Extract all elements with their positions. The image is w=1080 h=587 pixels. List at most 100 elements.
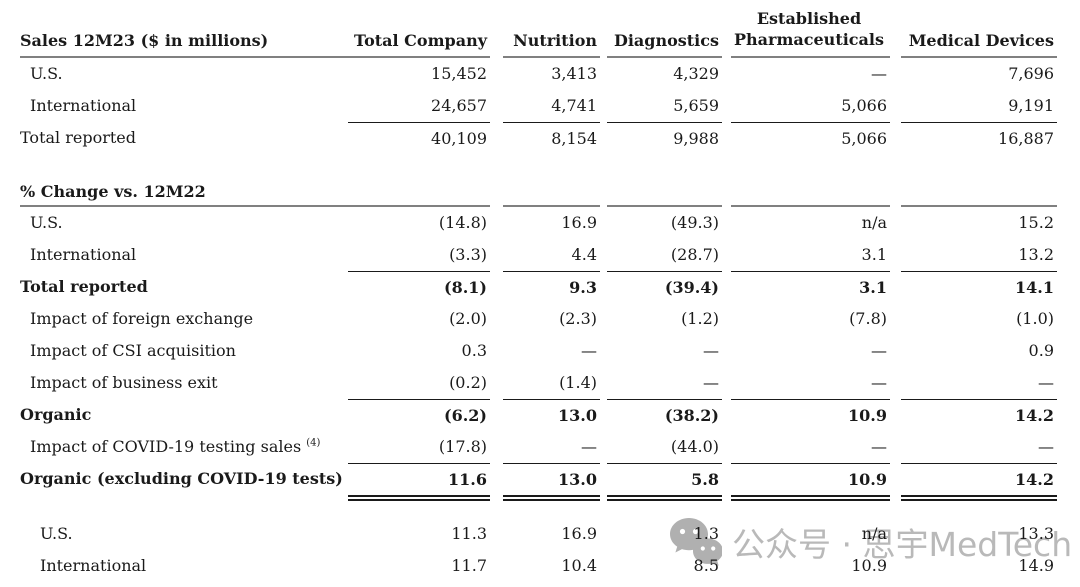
table-row: International 11.7 10.4 8.5 10.9 14.9 <box>20 550 1080 582</box>
wechat-icon <box>668 514 722 570</box>
row-label: Total reported <box>20 277 148 296</box>
value-cell: 15,452 <box>431 64 487 83</box>
value-cell: 7,696 <box>1008 64 1054 83</box>
value-cell: 10.4 <box>561 556 597 575</box>
rule-segment <box>731 495 890 501</box>
row-label: Organic (excluding COVID-19 tests) <box>20 469 343 488</box>
table-header-row: Sales 12M23 ($ in millions) Total Compan… <box>20 0 1080 58</box>
value-cell: 10.9 <box>731 399 890 431</box>
table-title: Sales 12M23 ($ in millions) <box>20 31 269 50</box>
value-cell: (7.8) <box>849 309 887 328</box>
table-row: Impact of business exit (0.2) (1.4) — — — <box>20 367 1080 399</box>
value-cell: 9,988 <box>607 122 722 154</box>
row-label: Impact of CSI acquisition <box>30 341 236 360</box>
value-cell: (14.8) <box>438 213 487 232</box>
column-header-medical-devices: Medical Devices <box>901 0 1057 58</box>
column-header-total-company: Total Company <box>348 0 490 58</box>
value-cell: (0.2) <box>449 373 487 392</box>
row-label: Impact of COVID-19 testing sales (4) <box>30 437 321 456</box>
value-cell: 9,191 <box>1008 96 1054 115</box>
value-cell: (1.4) <box>559 373 597 392</box>
value-cell: 16.9 <box>561 524 597 543</box>
value-cell: 10.9 <box>851 556 887 575</box>
section-rule-cell <box>731 179 890 207</box>
rule-segment <box>20 495 348 501</box>
table-row: International 24,657 4,741 5,659 5,066 9,191 <box>20 90 1080 122</box>
value-cell: 14.2 <box>901 463 1057 495</box>
value-cell: 16,887 <box>901 122 1057 154</box>
value-cell: 14.2 <box>901 399 1057 431</box>
section-rule-cell <box>348 179 490 207</box>
column-header-established-pharmaceuticals: Established Pharmaceuticals <box>731 0 890 58</box>
value-cell: 5,066 <box>841 96 887 115</box>
value-cell: 16.9 <box>561 213 597 232</box>
value-cell: — <box>703 373 719 392</box>
value-cell: (38.2) <box>607 399 722 431</box>
value-cell: — <box>871 341 887 360</box>
section-rule-cell <box>503 179 600 207</box>
value-cell: 8,154 <box>503 122 600 154</box>
table-title-cell: Sales 12M23 ($ in millions) <box>20 0 348 58</box>
watermark-text: 公众号 · 思宇MedTech <box>732 525 1073 564</box>
watermark: 公众号 · 思宇MedTech <box>668 514 1072 570</box>
value-cell: (3.3) <box>449 245 487 264</box>
value-cell: (49.3) <box>670 213 719 232</box>
value-cell: (2.0) <box>449 309 487 328</box>
value-cell: 10.9 <box>731 463 890 495</box>
row-label: Total reported <box>20 128 137 147</box>
value-cell: (2.3) <box>559 309 597 328</box>
table-body: U.S. 15,452 3,413 4,329 — 7,696 International 2… <box>20 58 1080 582</box>
row-label: Organic <box>20 405 92 424</box>
section-title: % Change vs. 12M22 <box>20 179 348 207</box>
table-row: Organic (6.2) 13.0 (38.2) 10.9 14.2 <box>20 399 1080 431</box>
row-label: Impact of business exit <box>30 373 218 392</box>
double-rule-row <box>20 495 1080 501</box>
table-row: U.S. 15,452 3,413 4,329 — 7,696 <box>20 58 1080 90</box>
table-row: Impact of COVID-19 testing sales (4) (17.… <box>20 431 1080 463</box>
rule-segment <box>503 495 600 501</box>
spacer-row <box>20 501 1080 518</box>
table-row: Impact of CSI acquisition 0.3 — — — 0.9 <box>20 335 1080 367</box>
value-cell: — <box>1038 373 1054 392</box>
rule-segment <box>348 495 490 501</box>
value-cell: (1.2) <box>681 309 719 328</box>
value-cell: (1.0) <box>1016 309 1054 328</box>
value-cell: 5.8 <box>607 463 722 495</box>
value-cell: (17.8) <box>438 437 487 456</box>
value-cell: 11.7 <box>451 556 487 575</box>
column-header-diagnostics: Diagnostics <box>607 0 722 58</box>
value-cell: 14.1 <box>901 271 1057 303</box>
section-rule-cell <box>901 179 1057 207</box>
value-cell: 13.0 <box>503 399 600 431</box>
value-cell: 3.1 <box>731 271 890 303</box>
value-cell: — <box>581 341 597 360</box>
value-cell: — <box>1038 437 1054 456</box>
row-label: International <box>40 556 147 575</box>
value-cell: 13.3 <box>1018 524 1054 543</box>
value-cell: 9.3 <box>503 271 600 303</box>
row-label: U.S. <box>30 213 63 232</box>
value-cell: 0.3 <box>461 341 487 360</box>
table-row: Total reported 40,109 8,154 9,988 5,066 16,88… <box>20 122 1080 154</box>
value-cell: 8.5 <box>693 556 719 575</box>
value-cell: 15.2 <box>1018 213 1054 232</box>
table-row: Organic (excluding COVID-19 tests) 11.6 13… <box>20 463 1080 495</box>
table-row: U.S. 11.3 16.9 1.3 n/a 13.3 <box>20 518 1080 550</box>
value-cell: — <box>871 437 887 456</box>
value-cell: (44.0) <box>670 437 719 456</box>
spacer-row <box>20 154 1080 179</box>
value-cell: 14.9 <box>1018 556 1054 575</box>
table-row: U.S. (14.8) 16.9 (49.3) n/a 15.2 <box>20 207 1080 239</box>
value-cell: 4,329 <box>673 64 719 83</box>
column-header-nutrition: Nutrition <box>503 0 600 58</box>
value-cell: 3,413 <box>551 64 597 83</box>
row-label: International <box>30 96 137 115</box>
value-cell: 4,741 <box>551 96 597 115</box>
value-cell: (6.2) <box>348 399 490 431</box>
table-row: Impact of foreign exchange (2.0) (2.3) (1.2… <box>20 303 1080 335</box>
value-cell: 11.3 <box>451 524 487 543</box>
value-cell: 5,659 <box>673 96 719 115</box>
value-cell: (28.7) <box>670 245 719 264</box>
